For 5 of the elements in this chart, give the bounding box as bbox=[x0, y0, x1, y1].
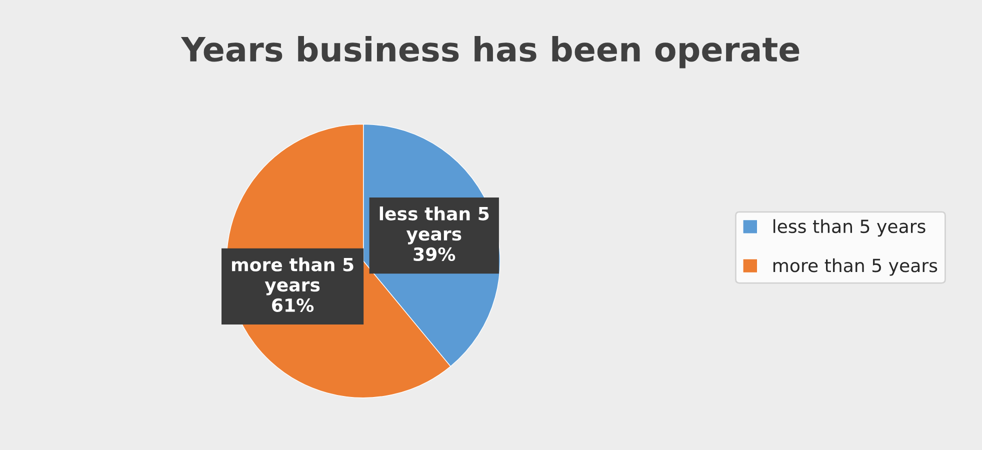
legend-label: less than 5 years bbox=[774, 219, 926, 237]
data-label: more than 5 years 61% bbox=[232, 257, 354, 312]
data-label: less than 5 years 39% bbox=[380, 206, 489, 262]
chart-title: Years business has been operate bbox=[180, 36, 800, 68]
legend-label: more than 5 years bbox=[773, 258, 938, 276]
